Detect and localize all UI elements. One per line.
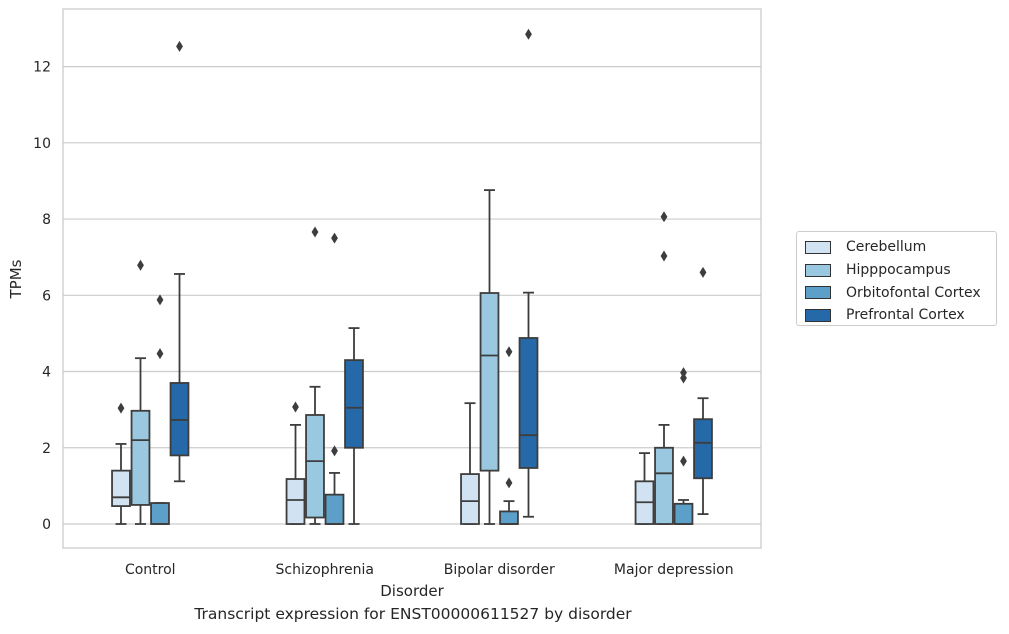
box-iqr xyxy=(305,414,325,519)
box-iqr xyxy=(479,292,500,472)
box-iqr xyxy=(518,337,539,469)
outlier-point xyxy=(525,28,532,40)
outlier-point xyxy=(292,401,299,413)
y-tick-label: 10 xyxy=(33,136,51,152)
legend-label: Hipppocampus xyxy=(846,262,951,279)
box-iqr xyxy=(324,493,345,525)
outlier-point xyxy=(117,402,125,414)
y-tick-label: 8 xyxy=(42,212,51,228)
box-iqr xyxy=(460,473,480,525)
box-2-1 xyxy=(479,189,500,525)
legend-label: Cerebellum xyxy=(846,239,927,256)
box-iqr xyxy=(150,502,170,525)
legend-item: Hipppocampus xyxy=(805,259,996,282)
legend-item: Orbitofontal Cortex xyxy=(805,281,996,304)
box-2-2 xyxy=(499,346,519,525)
box-3-0 xyxy=(634,452,655,525)
legend-item: Prefrontal Cortex xyxy=(805,304,996,327)
box-iqr xyxy=(693,418,713,480)
box-iqr xyxy=(285,478,306,525)
box-iqr xyxy=(654,446,674,525)
legend: Cerebellum Hipppocampus Orbitofontal Corte… xyxy=(796,231,997,326)
box-2-0 xyxy=(460,402,480,525)
figure-caption: Transcript expression for ENST0000061152… xyxy=(194,605,632,623)
x-axis-title: Disorder xyxy=(380,582,444,600)
x-tick-labels: Control Schizophrenia Bipolar disorder Majo… xyxy=(125,562,734,578)
y-tick-label: 4 xyxy=(42,365,51,381)
outlier-point xyxy=(660,211,668,223)
box-1-2 xyxy=(324,232,345,525)
outlier-point xyxy=(680,367,687,379)
box-1-0 xyxy=(285,401,306,525)
box-0-0 xyxy=(111,402,131,525)
box-2-3 xyxy=(518,28,539,518)
box-0-3 xyxy=(169,40,190,483)
outlier-point xyxy=(331,232,338,244)
outlier-point xyxy=(699,266,707,278)
legend-swatch xyxy=(805,263,831,277)
box-iqr xyxy=(673,502,694,525)
box-iqr xyxy=(344,359,364,449)
outlier-point xyxy=(680,455,687,467)
legend-label: Orbitofontal Cortex xyxy=(846,284,981,301)
outlier-point xyxy=(176,40,183,52)
x-tick-label: Bipolar disorder xyxy=(444,562,555,578)
outlier-point xyxy=(156,294,164,306)
box-iqr xyxy=(111,469,131,507)
box-0-1 xyxy=(130,259,151,525)
x-tick-label: Schizophrenia xyxy=(276,562,374,578)
box-iqr xyxy=(130,409,151,506)
plot-frame xyxy=(62,8,762,549)
y-tick-label: 2 xyxy=(42,441,51,457)
box-iqr xyxy=(499,510,519,525)
outlier-point xyxy=(156,348,164,360)
outlier-point xyxy=(311,226,319,238)
x-tick-label: Control xyxy=(125,562,176,578)
outlier-point xyxy=(660,250,668,262)
y-tick-label: 6 xyxy=(42,288,51,304)
box-series xyxy=(111,28,713,525)
legend-swatch xyxy=(805,308,831,322)
legend-label: Prefrontal Cortex xyxy=(846,307,965,324)
outlier-point xyxy=(505,346,513,358)
x-tick-label: Major depression xyxy=(614,562,734,578)
box-3-3 xyxy=(693,266,713,515)
box-3-1 xyxy=(654,211,674,525)
y-tick-label: 0 xyxy=(42,517,51,533)
outlier-point xyxy=(137,259,144,271)
outlier-point xyxy=(505,477,513,489)
y-tick-label: 12 xyxy=(33,60,51,76)
y-tick-labels: 0 2 4 6 8 10 12 xyxy=(33,60,51,533)
outlier-point xyxy=(331,445,338,457)
legend-swatch xyxy=(805,240,831,254)
box-1-1 xyxy=(305,226,325,525)
legend-swatch xyxy=(805,286,831,300)
box-3-2 xyxy=(673,367,694,525)
y-axis-title: TPMs xyxy=(7,259,25,299)
box-1-3 xyxy=(344,327,364,525)
box-0-2 xyxy=(150,294,170,525)
legend-item: Cerebellum xyxy=(805,236,996,259)
